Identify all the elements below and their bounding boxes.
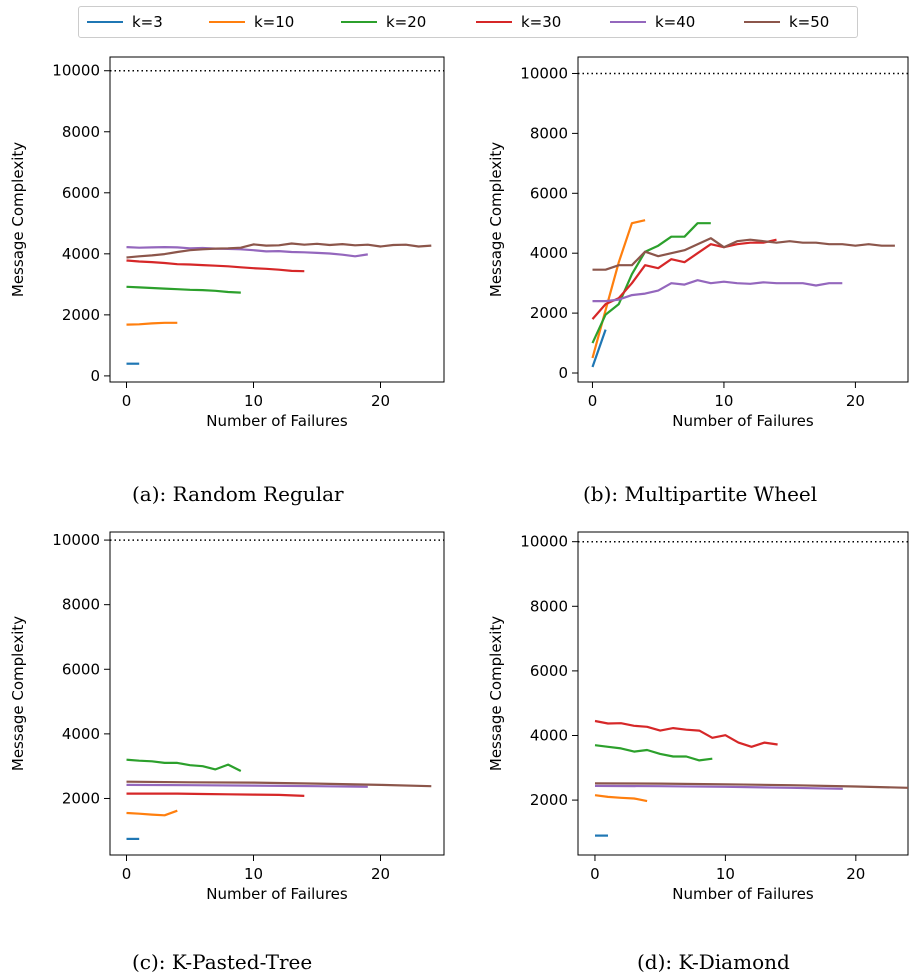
x-tick-label: 0 — [122, 392, 132, 410]
legend-swatch — [209, 21, 245, 23]
y-axis-title: Message Complexity — [9, 616, 27, 771]
y-tick-label: 10000 — [52, 531, 100, 549]
y-tick-label: 10000 — [520, 533, 568, 551]
x-tick-label: 0 — [590, 865, 600, 883]
series-group — [126, 758, 432, 840]
series-line-k20 — [591, 222, 711, 344]
series-line-k10 — [591, 219, 646, 359]
x-tick-label: 10 — [716, 865, 735, 883]
y-tick-label: 0 — [558, 364, 568, 382]
legend-swatch — [341, 21, 377, 23]
chart-panel-random-regular: 0 2000 4000 6000 8000 10000 0 10 20 Number of Fai… — [9, 56, 445, 430]
chart-panel-k-pasted-tree: 2000 4000 6000 8000 10000 0 10 20 Number of Fail… — [9, 531, 445, 903]
x-tick-label: 20 — [846, 865, 865, 883]
series-line-k20 — [126, 758, 242, 772]
caption-k-pasted-tree: (c): K-Pasted-Tree — [132, 950, 313, 974]
x-tick-label: 10 — [244, 392, 263, 410]
chart-legend: k=3 k=10 k=20 k=30 k=40 k=50 — [78, 6, 858, 38]
series-line-k40 — [594, 784, 843, 790]
caption-random-regular: (a): Random Regular — [132, 482, 344, 506]
plot-frame — [577, 531, 909, 856]
chart-panel-k-diamond: 2000 4000 6000 8000 10000 0 10 20 Number of Fail… — [487, 531, 909, 903]
legend-item: k=50 — [744, 7, 829, 37]
series-group — [594, 719, 908, 837]
legend-item: k=3 — [87, 7, 163, 37]
x-tick-label: 10 — [714, 392, 733, 410]
series-line-k30 — [594, 719, 778, 748]
y-tick-label: 0 — [90, 367, 100, 385]
y-tick-label: 8000 — [530, 124, 568, 142]
series-line-k50 — [126, 780, 432, 788]
series-group — [591, 219, 895, 368]
series-group — [126, 242, 432, 365]
series-line-k3 — [591, 329, 607, 368]
caption-k-diamond: (d): K-Diamond — [637, 950, 790, 974]
x-axis-title: Number of Failures — [206, 885, 348, 903]
y-tick-label: 8000 — [62, 596, 100, 614]
y-tick-label: 4000 — [62, 725, 100, 743]
series-line-k10 — [126, 809, 178, 817]
legend-swatch — [744, 21, 780, 23]
x-tick-label: 0 — [588, 392, 598, 410]
x-tick-label: 20 — [846, 392, 865, 410]
chart-panel-multipartite-wheel: 0 2000 4000 6000 8000 10000 0 10 20 Number of Fai… — [487, 56, 909, 430]
y-tick-label: 4000 — [62, 245, 100, 263]
series-line-k50 — [126, 242, 432, 259]
legend-item: k=20 — [341, 7, 426, 37]
y-tick-label: 10000 — [520, 64, 568, 82]
series-line-k50 — [592, 237, 895, 271]
plot-frame — [109, 56, 445, 383]
y-tick-label: 10000 — [52, 62, 100, 80]
plot-frame — [577, 56, 909, 383]
legend-swatch — [610, 21, 646, 23]
y-tick-label: 2000 — [530, 791, 568, 809]
legend-label: k=10 — [254, 13, 295, 31]
x-tick-label: 10 — [244, 865, 263, 883]
legend-swatch — [476, 21, 512, 23]
series-line-k20 — [594, 744, 713, 762]
legend-label: k=50 — [789, 13, 830, 31]
series-line-k30 — [591, 238, 777, 320]
y-tick-label: 6000 — [530, 184, 568, 202]
y-tick-label: 8000 — [530, 597, 568, 615]
x-tick-label: 0 — [122, 865, 132, 883]
y-tick-label: 6000 — [530, 662, 568, 680]
y-tick-label: 6000 — [62, 660, 100, 678]
series-line-k10 — [126, 321, 178, 326]
caption-multipartite-wheel: (b): Multipartite Wheel — [583, 482, 818, 506]
series-line-k30 — [126, 792, 305, 797]
legend-item: k=40 — [610, 7, 695, 37]
series-line-k40 — [592, 279, 843, 303]
y-axis-title: Message Complexity — [9, 142, 27, 297]
legend-item: k=10 — [209, 7, 294, 37]
legend-item: k=30 — [476, 7, 561, 37]
series-line-k50 — [594, 782, 908, 789]
y-tick-label: 2000 — [62, 789, 100, 807]
series-line-k30 — [126, 259, 305, 273]
legend-swatch — [87, 21, 123, 23]
x-axis-title: Number of Failures — [672, 412, 814, 430]
series-line-k40 — [126, 246, 368, 258]
y-tick-label: 4000 — [530, 244, 568, 262]
legend-label: k=3 — [132, 13, 163, 31]
x-tick-label: 20 — [371, 392, 390, 410]
x-axis-title: Number of Failures — [672, 885, 814, 903]
y-tick-label: 2000 — [62, 306, 100, 324]
series-line-k20 — [126, 285, 241, 294]
y-axis-title: Message Complexity — [487, 142, 505, 297]
legend-label: k=20 — [386, 13, 427, 31]
legend-label: k=40 — [655, 13, 696, 31]
legend-label: k=30 — [521, 13, 562, 31]
y-axis-title: Message Complexity — [487, 616, 505, 771]
series-line-k10 — [594, 794, 648, 803]
series-line-k40 — [126, 783, 368, 788]
y-tick-label: 6000 — [62, 184, 100, 202]
y-tick-label: 4000 — [530, 726, 568, 744]
x-axis-title: Number of Failures — [206, 412, 348, 430]
y-tick-label: 8000 — [62, 123, 100, 141]
x-tick-label: 20 — [371, 865, 390, 883]
plot-frame — [109, 531, 445, 856]
y-tick-label: 2000 — [530, 304, 568, 322]
